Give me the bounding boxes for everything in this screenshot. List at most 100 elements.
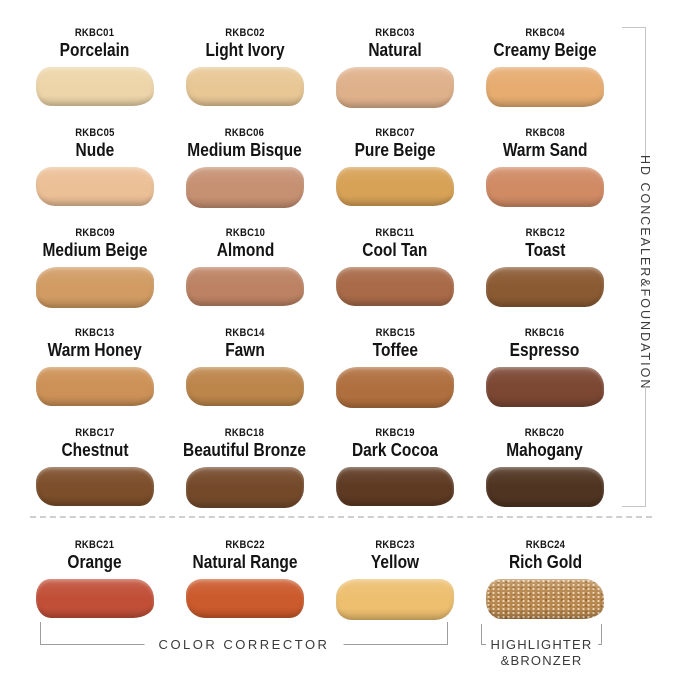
concealer-foundation-swatch-grid: RKBC01 Porcelain RKBC02 Light Ivory RKBC… bbox=[20, 20, 620, 520]
swatch-code: RKBC21 bbox=[75, 539, 115, 551]
side-bracket-bottom-corner bbox=[622, 506, 646, 507]
swatch-code: RKBC19 bbox=[375, 427, 415, 439]
swatch-color-smear bbox=[186, 167, 304, 208]
swatch-color-smear bbox=[36, 367, 154, 406]
swatch-code: RKBC11 bbox=[375, 227, 415, 239]
swatch-code: RKBC08 bbox=[525, 127, 565, 139]
swatch-name: Rich Gold bbox=[508, 552, 582, 572]
swatch-cell: RKBC21 Orange bbox=[20, 532, 170, 632]
swatch-code: RKBC03 bbox=[375, 27, 415, 39]
swatch-color-smear bbox=[186, 67, 304, 106]
dashed-divider bbox=[30, 516, 652, 518]
swatch-color-smear bbox=[336, 367, 454, 408]
swatch-cell: RKBC19 Dark Cocoa bbox=[320, 420, 470, 520]
swatch-code: RKBC13 bbox=[75, 327, 115, 339]
swatch-cell: RKBC09 Medium Beige bbox=[20, 220, 170, 320]
swatch-color-smear bbox=[336, 267, 454, 306]
swatch-cell: RKBC04 Creamy Beige bbox=[470, 20, 620, 120]
highlighter-label: HIGHLIGHTER bbox=[485, 637, 598, 652]
swatch-code: RKBC06 bbox=[225, 127, 265, 139]
swatch-code: RKBC02 bbox=[225, 27, 265, 39]
bronzer-label: &BRONZER bbox=[495, 653, 588, 668]
swatch-color-smear bbox=[486, 367, 604, 407]
swatch-color-smear bbox=[186, 467, 304, 508]
swatch-code: RKBC20 bbox=[525, 427, 565, 439]
swatch-color-smear bbox=[486, 167, 604, 207]
swatch-code: RKBC01 bbox=[75, 27, 115, 39]
swatch-name: Fawn bbox=[225, 340, 265, 360]
swatch-name: Orange bbox=[67, 552, 123, 572]
swatch-cell: RKBC01 Porcelain bbox=[20, 20, 170, 120]
swatch-color-smear bbox=[336, 467, 454, 506]
swatch-cell: RKBC08 Warm Sand bbox=[470, 120, 620, 220]
swatch-code: RKBC15 bbox=[375, 327, 415, 339]
swatch-name: Natural Range bbox=[192, 552, 298, 572]
side-bracket-top-corner bbox=[622, 27, 646, 28]
swatch-cell: RKBC24 Rich Gold bbox=[470, 532, 620, 632]
swatch-code: RKBC17 bbox=[75, 427, 115, 439]
swatch-code: RKBC04 bbox=[525, 27, 565, 39]
swatch-code: RKBC22 bbox=[225, 539, 265, 551]
color-corrector-bracket: COLOR CORRECTOR bbox=[40, 622, 448, 652]
swatch-name: Natural bbox=[368, 40, 422, 60]
swatch-cell: RKBC12 Toast bbox=[470, 220, 620, 320]
swatch-color-smear bbox=[336, 579, 454, 620]
swatch-color-smear bbox=[186, 267, 304, 306]
swatch-color-smear bbox=[336, 67, 454, 108]
swatch-code: RKBC16 bbox=[525, 327, 565, 339]
swatch-name: Chestnut bbox=[61, 440, 129, 460]
swatch-name: Mahogany bbox=[506, 440, 584, 460]
swatch-name: Warm Sand bbox=[502, 140, 588, 160]
swatch-code: RKBC18 bbox=[225, 427, 265, 439]
swatch-name: Toffee bbox=[372, 340, 418, 360]
swatch-cell: RKBC06 Medium Bisque bbox=[170, 120, 320, 220]
side-bracket-upper-line bbox=[645, 27, 646, 160]
swatch-cell: RKBC20 Mahogany bbox=[470, 420, 620, 520]
swatch-cell: RKBC14 Fawn bbox=[170, 320, 320, 420]
swatch-code: RKBC09 bbox=[75, 227, 115, 239]
swatch-name: Espresso bbox=[510, 340, 580, 360]
swatch-name: Toast bbox=[524, 240, 566, 260]
color-corrector-label: COLOR CORRECTOR bbox=[144, 637, 344, 652]
swatch-cell: RKBC22 Natural Range bbox=[170, 532, 320, 632]
swatch-name: Dark Cocoa bbox=[351, 440, 439, 460]
swatch-cell: RKBC18 Beautiful Bronze bbox=[170, 420, 320, 520]
swatch-cell: RKBC17 Chestnut bbox=[20, 420, 170, 520]
swatch-color-smear bbox=[36, 67, 154, 106]
swatch-code: RKBC12 bbox=[525, 227, 565, 239]
swatch-cell: RKBC02 Light Ivory bbox=[170, 20, 320, 120]
swatch-name: Porcelain bbox=[60, 40, 130, 60]
swatch-color-smear bbox=[336, 167, 454, 206]
swatch-name: Medium Bisque bbox=[187, 140, 303, 160]
swatch-color-smear bbox=[486, 67, 604, 107]
swatch-cell: RKBC03 Natural bbox=[320, 20, 470, 120]
swatch-name: Almond bbox=[216, 240, 274, 260]
highlighter-bronzer-bracket: HIGHLIGHTER &BRONZER bbox=[481, 624, 602, 668]
swatch-code: RKBC23 bbox=[375, 539, 415, 551]
swatch-color-smear bbox=[486, 467, 604, 507]
swatch-color-smear bbox=[486, 579, 604, 619]
swatch-code: RKBC05 bbox=[75, 127, 115, 139]
swatch-cell: RKBC07 Pure Beige bbox=[320, 120, 470, 220]
swatch-cell: RKBC10 Almond bbox=[170, 220, 320, 320]
swatch-name: Light Ivory bbox=[205, 40, 285, 60]
swatch-cell: RKBC16 Espresso bbox=[470, 320, 620, 420]
swatch-name: Medium Beige bbox=[42, 240, 148, 260]
swatch-name: Warm Honey bbox=[47, 340, 143, 360]
swatch-code: RKBC14 bbox=[225, 327, 265, 339]
swatch-name: Beautiful Bronze bbox=[183, 440, 307, 460]
side-bracket-label: HD CONCEALER&FOUNDATION bbox=[638, 155, 652, 391]
swatch-code: RKBC07 bbox=[375, 127, 415, 139]
swatch-name: Pure Beige bbox=[354, 140, 436, 160]
swatch-color-smear bbox=[186, 367, 304, 406]
corrector-highlighter-swatch-grid: RKBC21 Orange RKBC22 Natural Range RKBC2… bbox=[20, 532, 620, 632]
swatch-color-smear bbox=[36, 267, 154, 308]
swatch-name: Creamy Beige bbox=[493, 40, 597, 60]
swatch-color-smear bbox=[186, 579, 304, 618]
swatch-color-smear bbox=[36, 167, 154, 206]
swatch-color-smear bbox=[486, 267, 604, 307]
swatch-code: RKBC10 bbox=[225, 227, 265, 239]
swatch-name: Yellow bbox=[370, 552, 420, 572]
swatch-color-smear bbox=[36, 467, 154, 506]
swatch-code: RKBC24 bbox=[525, 539, 565, 551]
